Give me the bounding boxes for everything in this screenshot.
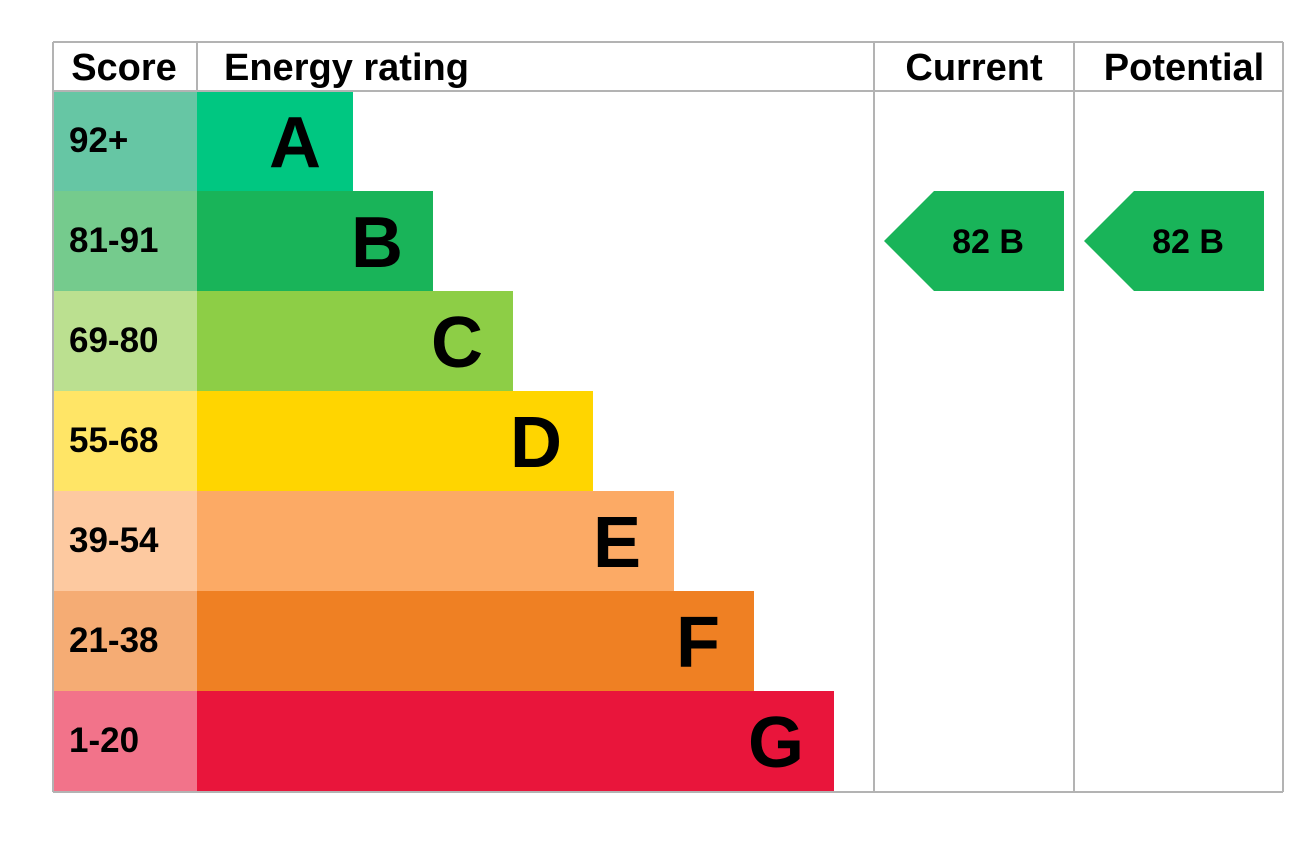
potential-rating-arrow: [1084, 191, 1264, 291]
score-range-d: 55-68: [69, 421, 159, 460]
score-cell-d: [53, 391, 197, 491]
score-range-f: 21-38: [69, 621, 159, 660]
band-letter-e: E: [593, 503, 641, 583]
score-range-g: 1-20: [69, 721, 139, 760]
band-letter-c: C: [431, 303, 483, 383]
band-bar-f: [197, 591, 754, 691]
band-bar-d: [197, 391, 593, 491]
score-cell-g: [53, 691, 197, 791]
score-cell-f: [53, 591, 197, 691]
energy-rating-header: Energy rating: [224, 47, 469, 89]
band-bar-g: [197, 691, 834, 791]
score-range-a: 92+: [69, 121, 128, 160]
band-letter-d: D: [510, 403, 562, 483]
score-cell-a: [53, 91, 197, 191]
header-row: Score Energy rating Current Potential: [71, 47, 1264, 89]
potential-header: Potential: [1104, 47, 1264, 89]
band-letter-g: G: [748, 703, 804, 783]
band-letter-f: F: [676, 603, 720, 683]
band-bar-a: [197, 91, 353, 191]
band-bar-c: [197, 291, 513, 391]
current-rating-label: 82 B: [952, 223, 1024, 261]
band-letter-b: B: [351, 203, 403, 283]
score-range-e: 39-54: [69, 521, 159, 560]
score-cell-b: [53, 191, 197, 291]
score-cell-e: [53, 491, 197, 591]
score-header: Score: [71, 47, 177, 89]
current-rating-arrow: [884, 191, 1064, 291]
score-range-c: 69-80: [69, 321, 159, 360]
band-bar-b: [197, 191, 433, 291]
arrows-layer: 82 B 82 B: [884, 191, 1264, 291]
band-bar-e: [197, 491, 674, 591]
grid-layer: [52, 41, 1284, 793]
score-range-b: 81-91: [69, 221, 159, 260]
potential-rating-label: 82 B: [1152, 223, 1224, 261]
bands-layer: 92+ A 81-91 B 69-80 C 55-68 D 39-54 E 21-38 F 1-20 G: [53, 91, 834, 791]
score-cell-c: [53, 291, 197, 391]
band-letter-a: A: [269, 103, 321, 183]
current-header: Current: [905, 47, 1043, 89]
